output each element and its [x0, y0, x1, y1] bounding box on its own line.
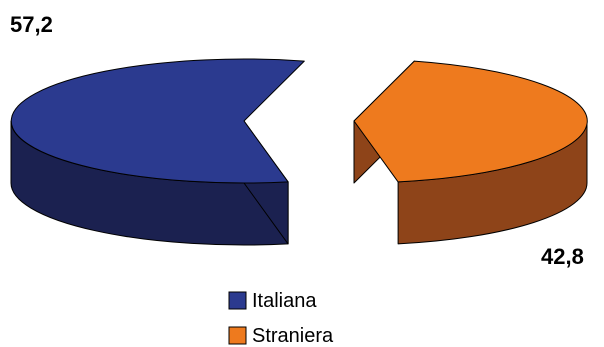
legend-swatch-straniera — [228, 326, 247, 345]
value-label-straniera: 42,8 — [541, 244, 584, 269]
legend-label-straniera: Straniera — [252, 325, 334, 347]
legend-label-italiana: Italiana — [252, 290, 317, 312]
slice-straniera-top — [353, 60, 588, 183]
slice-italiana-top — [10, 58, 305, 184]
value-label-italiana: 57,2 — [10, 12, 53, 37]
legend-swatch-italiana — [228, 291, 247, 310]
